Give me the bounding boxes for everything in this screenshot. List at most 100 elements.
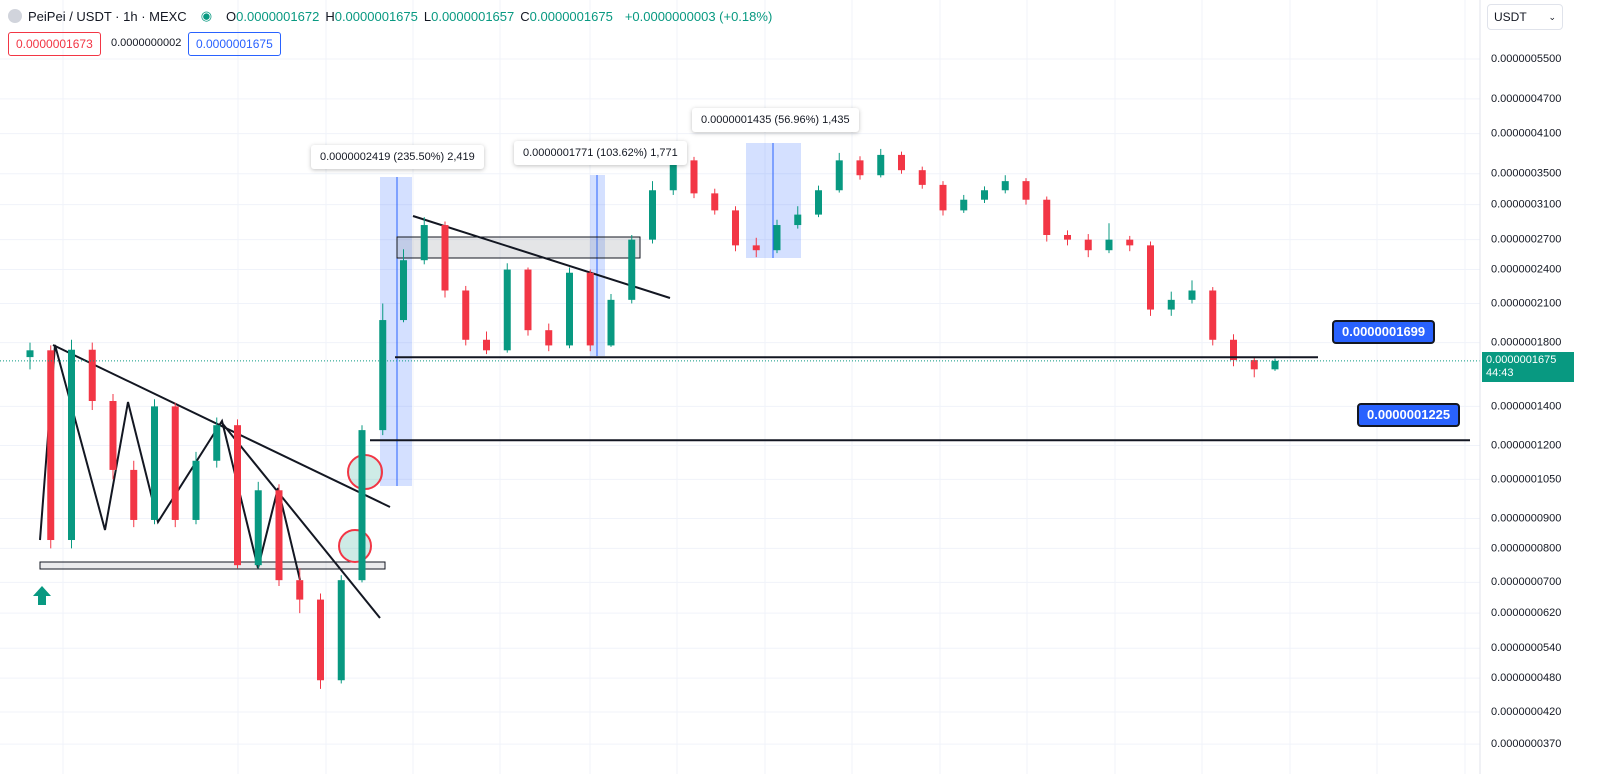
candle-body	[545, 330, 553, 346]
icon	[8, 9, 22, 23]
candle-body	[524, 269, 532, 331]
candle-body	[400, 260, 407, 321]
candle-body	[607, 299, 615, 346]
candle-body	[1126, 239, 1134, 246]
ohlc-label: H	[325, 8, 335, 24]
candle-body	[1209, 290, 1217, 340]
candle-body	[960, 199, 968, 211]
y-tick-label: 0.0000001800	[1491, 336, 1561, 348]
last-price-box: 0.0000001675 44:43	[1482, 351, 1574, 382]
y-tick-label: 0.0000003100	[1491, 198, 1561, 210]
candle-body	[918, 170, 926, 185]
candle-body	[68, 349, 75, 541]
ohlc-value: 0.0000001672	[236, 8, 320, 24]
currency-select[interactable]: USDT ⌄	[1487, 4, 1563, 30]
level-label[interactable]: 0.0000001225	[1357, 403, 1461, 427]
countdown: 44:43	[1486, 366, 1514, 379]
candle-body	[254, 490, 262, 566]
candle-body	[566, 272, 573, 346]
candle-body	[47, 350, 55, 541]
candle-body	[109, 400, 117, 470]
y-tick-label: 0.0000003500	[1491, 168, 1561, 180]
candle-body	[1230, 339, 1237, 361]
candle-body	[358, 430, 366, 581]
candle-body	[877, 154, 885, 176]
candle-body	[130, 469, 138, 520]
candle-body	[483, 339, 490, 351]
candle-body	[732, 210, 739, 246]
y-tick-label: 0.0000001200	[1491, 439, 1561, 451]
candle-body	[337, 580, 345, 681]
y-tick-label: 0.0000000370	[1491, 738, 1561, 750]
candle-body	[711, 193, 719, 211]
candle-body	[234, 425, 241, 566]
ohlc: O0.0000001672 H0.0000001675 L0.0000001657 C…	[226, 9, 619, 24]
time-grid	[62, 0, 1466, 774]
y-tick-label: 0.0000000420	[1491, 706, 1561, 718]
candle-body	[981, 190, 988, 200]
candle-body	[1022, 181, 1030, 200]
candle-body	[1167, 299, 1175, 310]
candle-body	[690, 160, 698, 194]
candle-body	[1271, 360, 1279, 370]
candle-body	[192, 460, 200, 520]
candle-body	[1043, 199, 1051, 235]
candle-body	[317, 599, 324, 681]
candle-body	[628, 239, 636, 300]
candle-body	[773, 225, 781, 251]
candle-body	[503, 269, 511, 351]
currency: USDT	[1494, 10, 1527, 24]
y-tick-label: 0.0000004100	[1491, 128, 1561, 140]
candle-body	[794, 214, 802, 226]
last-price: 0.0000001675	[1486, 353, 1557, 366]
ohlc-label: L	[423, 8, 432, 24]
sell-price[interactable]: 0.0000001673	[8, 32, 101, 56]
spread: 0.0000000002	[111, 37, 182, 49]
candle-body	[835, 160, 843, 191]
candle-body	[856, 160, 864, 176]
candle-body	[462, 290, 470, 340]
ohlc-label: O	[226, 8, 237, 24]
candle-body	[649, 190, 656, 240]
candle-body	[898, 154, 905, 171]
symbol: PeiPei / USDT · 1h · MEXC	[28, 8, 187, 24]
y-tick-label: 0.0000000900	[1491, 512, 1561, 524]
y-tick-label: 0.0000000540	[1491, 642, 1561, 654]
ohlc-label: C	[520, 8, 530, 24]
y-tick-label: 0.0000001400	[1491, 400, 1561, 412]
candle-body	[26, 350, 34, 358]
y-tick-label: 0.0000001050	[1491, 473, 1561, 485]
candle-body	[815, 190, 822, 215]
candle-body	[939, 184, 947, 211]
measure-label: 0.0000001771 (103.62%) 1,771	[514, 141, 687, 165]
y-tick-label: 0.0000005500	[1491, 53, 1561, 65]
measure-label: 0.0000002419 (235.50%) 2,419	[311, 145, 484, 169]
candle-body	[1147, 245, 1154, 310]
candle-body	[1250, 360, 1258, 370]
candle-body	[213, 425, 221, 461]
y-tick-label: 0.0000002400	[1491, 263, 1561, 275]
candle-body	[586, 272, 594, 346]
y-tick-label: 0.0000000800	[1491, 542, 1561, 554]
candle-body	[420, 225, 428, 261]
candle-body	[1188, 290, 1196, 300]
level-label[interactable]: 0.0000001699	[1332, 320, 1436, 344]
candle-body	[441, 225, 449, 291]
measure-label: 0.0000001435 (56.96%) 1,435	[692, 108, 859, 132]
candle-body	[1064, 234, 1071, 240]
candle-body	[1001, 181, 1009, 191]
buy-price[interactable]: 0.0000001675	[188, 32, 281, 56]
candle-body	[171, 406, 179, 520]
drawings	[33, 143, 801, 619]
y-tick-label: 0.0000000620	[1491, 607, 1561, 619]
legend: PeiPei / USDT · 1h · MEXC ◉ O0.000000167…	[8, 8, 772, 24]
candle-body	[1105, 239, 1113, 251]
candle-body	[88, 349, 96, 401]
candle-body	[275, 490, 283, 581]
candle-body	[1084, 239, 1092, 251]
ohlc-value: 0.0000001675	[529, 8, 613, 24]
candle-body	[379, 320, 387, 431]
y-tick-label: 0.0000002700	[1491, 234, 1561, 246]
